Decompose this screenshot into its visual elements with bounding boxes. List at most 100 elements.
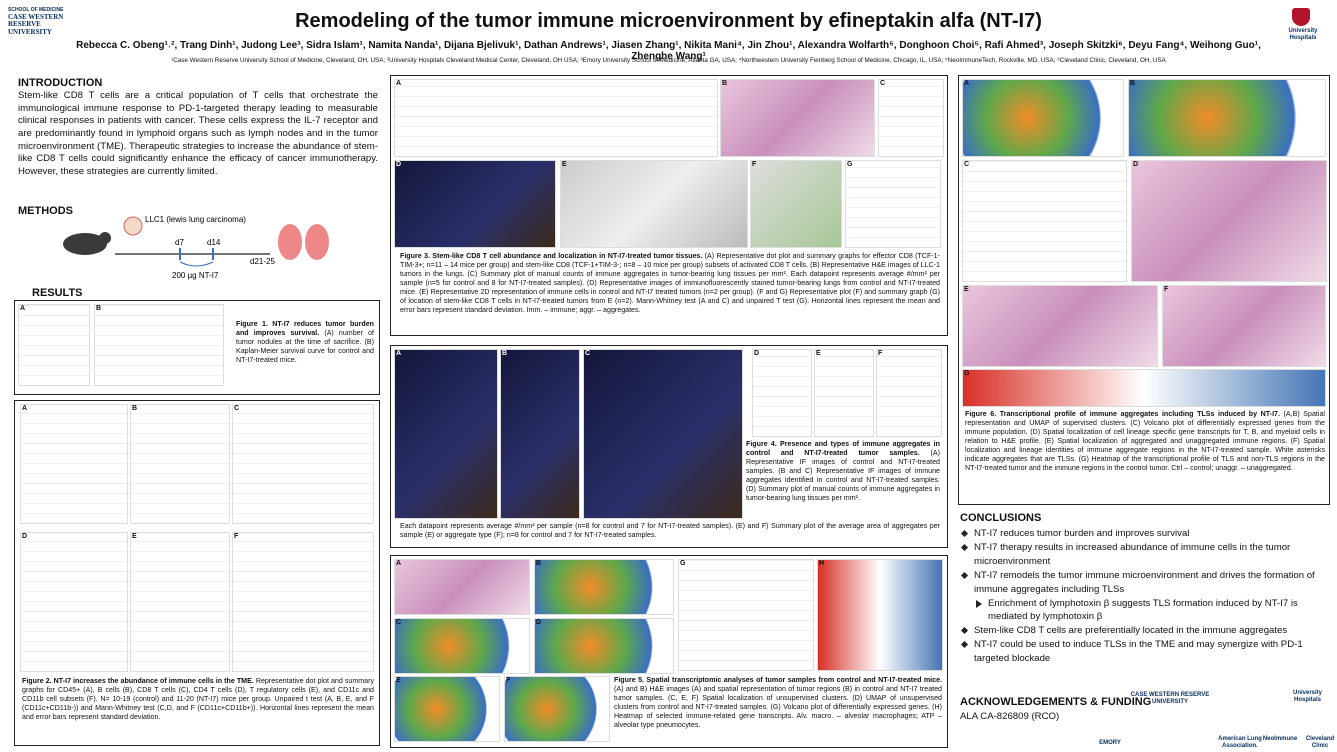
- mouse-icon: [63, 233, 107, 255]
- caption-text: (A) Representative dot plot and summary …: [400, 252, 940, 315]
- panel-letter: F: [752, 161, 757, 168]
- figure-panel: [130, 404, 230, 524]
- panel-letter: G: [964, 370, 970, 377]
- panel-letter: B: [132, 405, 138, 412]
- conclusion-item: NT-I7 remodels the tumor immune microenv…: [960, 569, 1316, 597]
- caption-text: (A) number of tumor nodules at the time …: [236, 329, 374, 365]
- conclusion-item: NT-I7 reduces tumor burden and improves …: [960, 527, 1316, 541]
- figure-panel: [878, 79, 944, 157]
- ack-text: ALA CA-826809 (RCO): [960, 711, 1060, 722]
- panel-letter: B: [722, 80, 728, 87]
- figure-panel: [962, 369, 1326, 407]
- figure-panel: [394, 618, 530, 674]
- dish-icon: [123, 216, 143, 236]
- panel-letter: G: [680, 560, 686, 567]
- conclusion-item: NT-I7 could be used to induce TLSs in th…: [960, 638, 1316, 666]
- sponsor-logo: American Lung Association.: [1218, 736, 1262, 749]
- caption-title: Figure 6. Transcriptional profile of imm…: [965, 410, 1280, 418]
- lung-icon: [305, 224, 329, 260]
- poster-title: Remodeling of the tumor immune microenvi…: [295, 10, 1042, 32]
- figure-panel: [750, 160, 842, 248]
- figure-panel: [394, 676, 500, 742]
- figure-caption: Figure 4. Presence and types of immune a…: [746, 440, 940, 504]
- figure-caption: Figure 3. Stem-like CD8 T cell abundance…: [400, 252, 940, 316]
- caption-title: Figure 2. NT-I7 increases the abundance …: [22, 677, 254, 685]
- panel-letter: D: [536, 619, 542, 626]
- panel-letter: G: [847, 161, 853, 168]
- panel-letter: F: [234, 533, 239, 540]
- affiliations: ¹Case Western Reserve University School …: [171, 57, 1166, 64]
- panel-letter: A: [22, 405, 28, 412]
- figure-caption: Figure 2. NT-I7 increases the abundance …: [22, 677, 374, 722]
- figure-panel: [814, 349, 874, 437]
- sponsor-logo: NeoImmune: [1262, 736, 1298, 742]
- logo-left: SCHOOL OF MEDICINE CASE WESTERN RESERVE …: [8, 7, 78, 37]
- figure-caption: Each datapoint represents average #/mm² …: [400, 522, 940, 540]
- figure-panel: [130, 532, 230, 672]
- figure-panel: [583, 349, 743, 519]
- figure-panel: [534, 618, 674, 674]
- sponsor-logo: CASE WESTERN RESERVE UNIVERSITY: [1130, 692, 1210, 705]
- caption-text: Representative dot plot and summary grap…: [22, 677, 374, 722]
- sponsor-logo: Cleveland Clinic: [1305, 736, 1335, 749]
- figure-panel: [18, 304, 90, 386]
- panel-letter: A: [20, 305, 26, 312]
- panel-letter: E: [964, 286, 969, 293]
- panel-letter: D: [1133, 161, 1139, 168]
- logo-text: SCHOOL OF MEDICINE: [8, 7, 64, 13]
- figure-panel: [232, 404, 374, 524]
- conclusion-item: NT-I7 therapy results in increased abund…: [960, 541, 1316, 569]
- panel-letter: D: [754, 350, 760, 357]
- section-heading: RESULTS: [32, 287, 83, 299]
- sponsor-logo: University Hospitals: [1292, 690, 1322, 703]
- figure-panel: [1162, 285, 1326, 367]
- logo-shield: [1292, 8, 1310, 26]
- section-heading: CONCLUSIONS: [960, 512, 1042, 524]
- sponsor-logo: EMORY: [1099, 740, 1121, 746]
- caption-title: Figure 4. Presence and types of immune a…: [746, 440, 940, 458]
- conclusion-list: NT-I7 reduces tumor burden and improves …: [960, 527, 1316, 666]
- figure-panel: [560, 160, 748, 248]
- caption-text: (A) and B) H&E images (A) and spatial re…: [614, 685, 942, 730]
- figure-panel: [20, 532, 128, 672]
- panel-letter: E: [396, 677, 401, 684]
- timepoint: d21-25: [250, 257, 275, 266]
- figure-panel: [845, 160, 941, 248]
- logo-text: CASE WESTERN RESERVE UNIVERSITY: [8, 12, 64, 36]
- logo-row: CASE WESTERN RESERVE UNIVERSITY Universit…: [1090, 682, 1335, 750]
- conclusion-item: Enrichment of lymphotoxin β suggests TLS…: [960, 597, 1316, 625]
- figure-caption: Figure 6. Transcriptional profile of imm…: [965, 410, 1325, 474]
- figure-panel: [20, 404, 128, 524]
- figure-panel: [1128, 79, 1326, 157]
- figure-panel: [720, 79, 875, 157]
- timepoint: d14: [207, 238, 221, 247]
- figure-panel: [876, 349, 942, 437]
- panel-letter: A: [396, 560, 402, 567]
- figure-panel: [678, 559, 814, 671]
- figure-panel: [394, 160, 556, 248]
- figure-panel: [504, 676, 610, 742]
- panel-letter: B: [536, 560, 542, 567]
- panel-letter: B: [96, 305, 102, 312]
- logo-right: University Hospitals: [1288, 28, 1318, 41]
- conclusion-item: Stem-like CD8 T cells are preferentially…: [960, 624, 1316, 638]
- figure-panel: [394, 79, 718, 157]
- panel-letter: C: [964, 161, 970, 168]
- panel-letter: E: [132, 533, 137, 540]
- caption-title: Figure 1. NT-I7 reduces tumor burden and…: [236, 320, 374, 338]
- figure-panel: [817, 559, 943, 671]
- authors: Rebecca C. Obeng¹˒², Trang Dinh¹, Judong…: [76, 40, 1261, 62]
- panel-letter: B: [1130, 80, 1136, 87]
- panel-letter: E: [816, 350, 821, 357]
- caption-title: Figure 5. Spatial transcriptomic analyse…: [614, 676, 942, 684]
- timepoint: d7: [175, 238, 184, 247]
- figure-panel: [962, 79, 1124, 157]
- section-heading: INTRODUCTION: [18, 77, 103, 89]
- panel-letter: B: [502, 350, 508, 357]
- caption-text: (A) Representative IF images of control …: [746, 449, 940, 503]
- figure-panel: [752, 349, 812, 437]
- panel-letter: C: [234, 405, 240, 412]
- panel-letter: A: [396, 350, 402, 357]
- dose-label: 200 µg NT-I7: [172, 271, 219, 280]
